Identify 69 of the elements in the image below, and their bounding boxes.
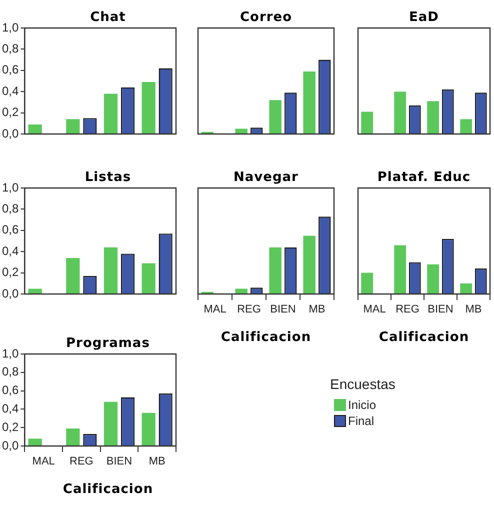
bar — [394, 92, 406, 134]
x-tick-label: MB — [148, 456, 166, 468]
x-tick-label: MB — [308, 304, 326, 316]
y-tick-label: 0,0 — [2, 126, 19, 140]
bar — [460, 119, 472, 134]
x-tick-label: BIEN — [106, 456, 132, 468]
x-tick-label: BIEN — [270, 304, 296, 316]
x-axis-title: Calificacion — [220, 330, 312, 345]
bar — [104, 94, 118, 134]
y-tick-label: 1,0 — [2, 180, 19, 194]
bar — [235, 288, 248, 294]
y-tick-label: 0,8 — [2, 202, 19, 216]
bar — [427, 264, 440, 294]
bar — [28, 438, 42, 446]
x-tick-label: MAL — [363, 304, 386, 316]
chart-title: Plataf. Educ — [376, 170, 472, 185]
y-tick-label: 0,2 — [2, 265, 19, 280]
bar — [303, 71, 316, 134]
y-tick-label: 0,0 — [2, 286, 19, 300]
x-tick-label: REG — [396, 304, 420, 316]
y-tick-label: 0,6 — [2, 222, 19, 237]
x-axis-title: Calificacion — [378, 330, 470, 345]
chart-title: Programas — [65, 336, 151, 351]
x-axis-title: Calificacion — [62, 482, 154, 497]
bar — [303, 236, 316, 294]
y-tick-label: 0,8 — [2, 42, 19, 56]
chart-title: Correo — [238, 10, 294, 25]
chart-title: EaD — [408, 10, 440, 25]
bar — [460, 283, 472, 294]
y-tick-label: 0,4 — [2, 244, 19, 258]
y-tick-label: 0,0 — [2, 438, 19, 452]
chart-title: Chat — [89, 10, 127, 25]
bar — [142, 412, 156, 446]
y-tick-label: 0,4 — [2, 84, 19, 98]
bar — [104, 247, 118, 294]
y-tick-label: 0,2 — [2, 420, 19, 434]
bar — [361, 272, 374, 294]
bar — [269, 247, 282, 294]
bar — [142, 82, 156, 134]
legend-title: Encuestas — [330, 376, 396, 392]
chart-title: Listas — [84, 170, 132, 185]
legend-label: Inicio — [348, 398, 376, 412]
bar — [66, 258, 80, 294]
bar — [28, 124, 42, 134]
bar — [28, 288, 42, 294]
bar — [394, 245, 406, 294]
y-tick-label: 0,2 — [2, 105, 19, 120]
legend-label: Final — [348, 414, 374, 428]
y-tick-label: 0,6 — [2, 62, 19, 77]
x-tick-label: REG — [237, 304, 261, 316]
y-tick-label: 0,6 — [2, 383, 19, 398]
y-tick-label: 1,0 — [2, 20, 19, 34]
bar — [427, 101, 440, 134]
x-tick-label: BIEN — [428, 304, 454, 316]
bar — [269, 100, 282, 134]
x-tick-label: REG — [70, 456, 94, 468]
y-tick-label: 0,8 — [2, 364, 19, 379]
bar — [104, 402, 118, 446]
y-tick-label: 0,4 — [2, 402, 19, 416]
chart-title: Navegar — [232, 170, 300, 185]
y-tick-label: 1,0 — [2, 346, 19, 360]
bar — [235, 128, 248, 134]
bar — [66, 428, 80, 446]
bar — [361, 112, 374, 134]
x-tick-label: MB — [465, 304, 482, 316]
bar — [66, 119, 80, 134]
x-tick-label: MAL — [204, 304, 226, 316]
bar — [142, 263, 156, 294]
x-tick-label: MAL — [32, 456, 55, 468]
